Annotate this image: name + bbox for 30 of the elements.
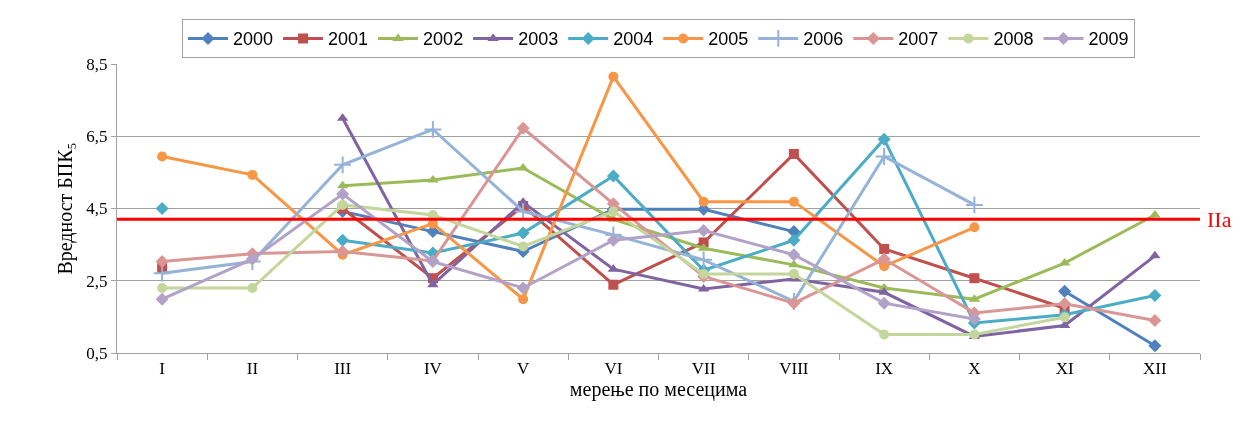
x-tick-label: X [968, 359, 981, 379]
x-tick-label: V [516, 359, 530, 379]
y-axis-title: Вредност БПК₅ [53, 142, 77, 275]
x-tick-label: VI [604, 359, 623, 379]
legend-label: 2007 [898, 29, 939, 50]
legend-label: 2002 [423, 29, 464, 50]
x-tick-label: II [246, 359, 259, 379]
x-tick-label: III [334, 359, 352, 379]
legend-label: 2000 [233, 29, 274, 50]
legend-label: 2003 [518, 29, 559, 50]
x-tick-label: XII [1143, 359, 1168, 379]
y-tick-label: 8,5 [86, 54, 108, 74]
legend-label: 2005 [708, 29, 749, 50]
x-tick-label: VII [691, 359, 716, 379]
x-tick-label: I [159, 359, 166, 379]
y-tick-label: 6,5 [86, 127, 108, 147]
x-axis-title: мерење по месецима [569, 378, 748, 402]
x-tick-label: IV [423, 359, 443, 379]
legend-label: 2004 [613, 29, 654, 50]
legend-label: 2006 [803, 29, 844, 50]
legend-label: 2009 [1088, 29, 1129, 50]
y-tick-label: 2,5 [86, 271, 108, 291]
legend-label: 2001 [328, 29, 369, 50]
x-tick-label: VIII [779, 359, 809, 379]
x-tick-label: XI [1055, 359, 1074, 379]
ref-line-label: IIa [1207, 207, 1232, 232]
x-tick-label: IX [875, 359, 894, 379]
y-tick-label: 0,5 [86, 343, 108, 363]
legend-label: 2008 [993, 29, 1034, 50]
y-tick-label: 4,5 [86, 199, 108, 219]
